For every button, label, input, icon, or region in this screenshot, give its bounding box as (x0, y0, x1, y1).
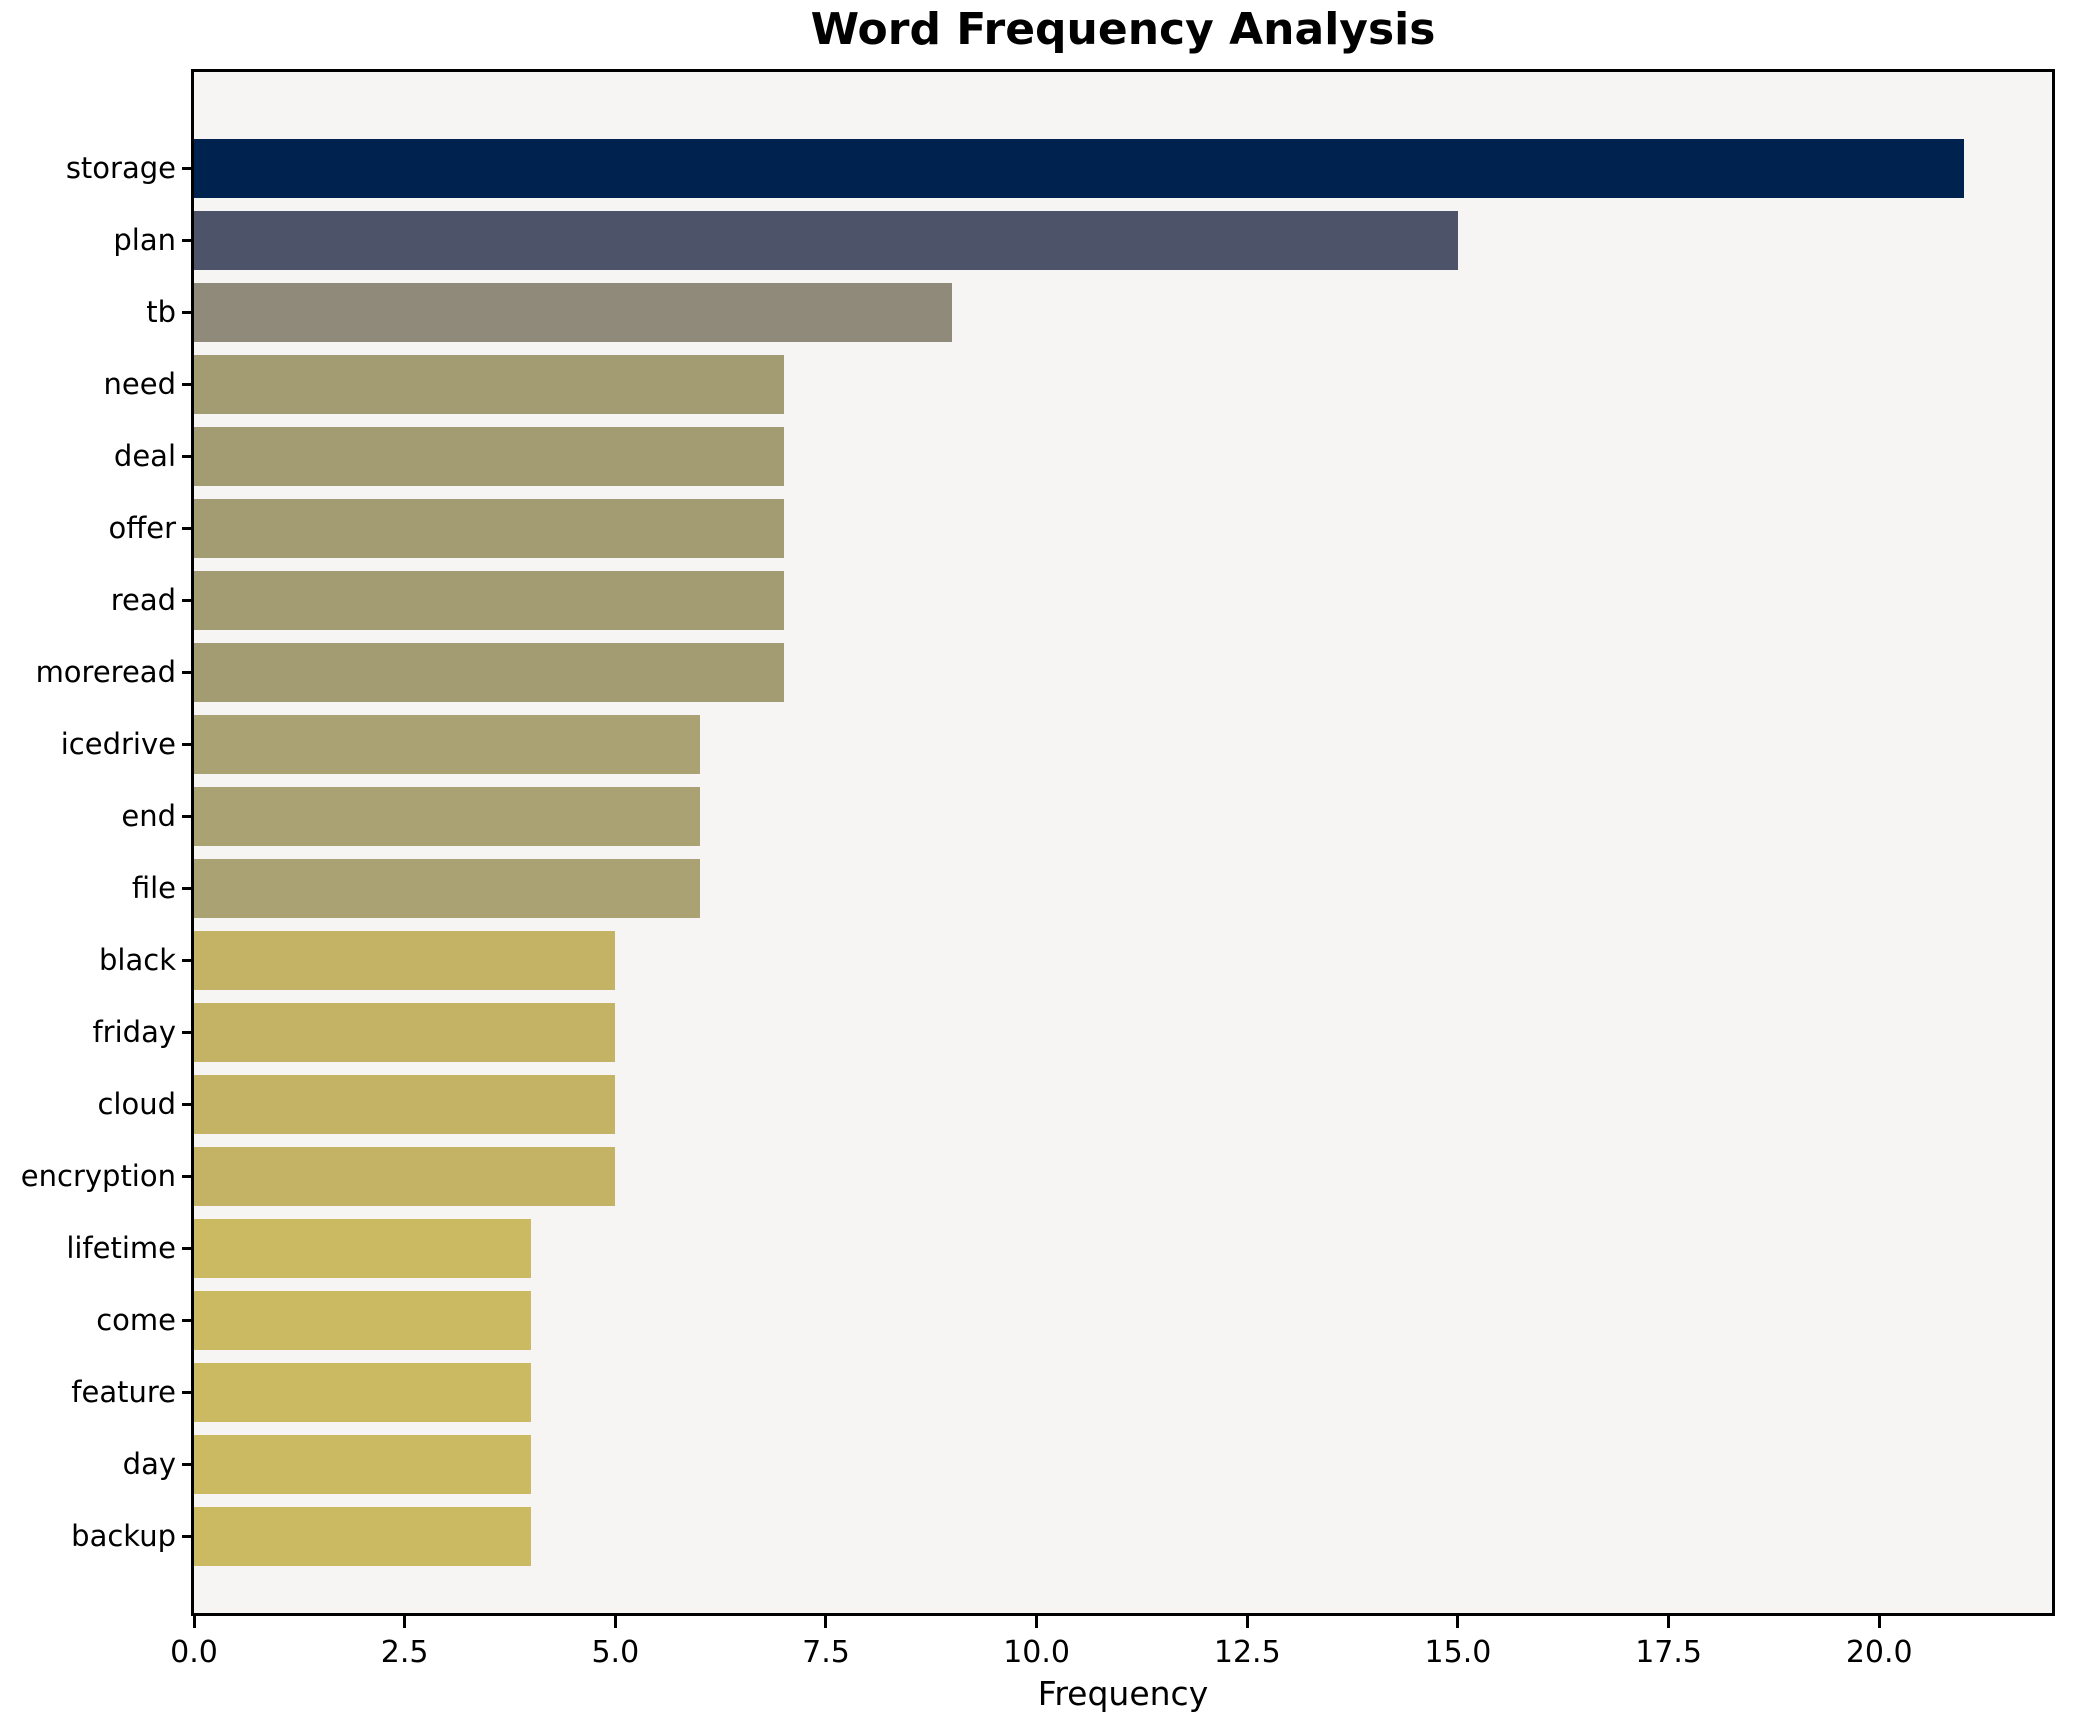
y-tick-mark (182, 1102, 194, 1106)
y-tick-label-plan: plan (113, 223, 176, 257)
bar-come (194, 1290, 532, 1350)
y-tick-mark (182, 958, 194, 962)
bar-deal (194, 426, 784, 486)
y-tick-label-encryption: encryption (20, 1159, 176, 1193)
bar-lifetime (194, 1218, 532, 1278)
y-tick-label-offer: offer (108, 511, 177, 545)
bar-feature (194, 1362, 532, 1422)
y-tick-label-icedrive: icedrive (60, 727, 176, 761)
x-tick-mark (1035, 1616, 1039, 1628)
x-tick-mark (613, 1616, 617, 1628)
y-tick-mark (182, 166, 194, 170)
y-tick-mark (182, 1534, 194, 1538)
y-tick-label-moreread: moreread (35, 655, 176, 689)
x-tick-label-17.5: 17.5 (1635, 1635, 1702, 1670)
y-tick-mark (182, 814, 194, 818)
bar-black (194, 930, 616, 990)
y-tick-mark (182, 1390, 194, 1394)
x-tick-label-10.0: 10.0 (1003, 1635, 1071, 1670)
y-tick-mark (182, 598, 194, 602)
y-tick-mark (182, 1462, 194, 1466)
y-tick-mark (182, 1030, 194, 1034)
x-tick-mark (192, 1616, 196, 1628)
y-tick-label-friday: friday (92, 1015, 176, 1049)
y-tick-mark (182, 1174, 194, 1178)
y-tick-label-come: come (96, 1303, 176, 1337)
x-tick-mark (1667, 1616, 1671, 1628)
x-tick-mark (403, 1616, 407, 1628)
y-tick-mark (182, 886, 194, 890)
y-tick-mark (182, 454, 194, 458)
bar-offer (194, 498, 784, 558)
bar-file (194, 858, 700, 918)
x-tick-label-20.0: 20.0 (1845, 1635, 1913, 1670)
y-tick-label-file: file (131, 871, 176, 905)
x-tick-label-5.0: 5.0 (591, 1635, 640, 1670)
bar-tb (194, 282, 953, 342)
x-tick-label-0.0: 0.0 (170, 1635, 218, 1670)
y-tick-label-backup: backup (71, 1519, 176, 1553)
bar-end (194, 786, 700, 846)
bar-encryption (194, 1146, 616, 1206)
bar-icedrive (194, 714, 700, 774)
y-tick-mark (182, 238, 194, 242)
bar-need (194, 354, 784, 414)
y-tick-label-deal: deal (113, 439, 176, 473)
x-tick-label-15.0: 15.0 (1424, 1635, 1492, 1670)
y-tick-mark (182, 670, 194, 674)
y-tick-label-need: need (103, 367, 176, 401)
bar-plan (194, 210, 1458, 270)
x-tick-label-7.5: 7.5 (802, 1635, 850, 1670)
x-tick-mark (1456, 1616, 1460, 1628)
y-tick-label-black: black (99, 943, 176, 977)
x-tick-label-12.5: 12.5 (1213, 1635, 1281, 1670)
bar-backup (194, 1506, 532, 1566)
x-tick-label-2.5: 2.5 (380, 1635, 429, 1670)
y-tick-label-end: end (121, 799, 176, 833)
y-tick-label-read: read (110, 583, 176, 617)
y-tick-mark (182, 310, 194, 314)
x-axis-label: Frequency (1037, 1674, 1209, 1713)
x-tick-mark (1877, 1616, 1881, 1628)
y-tick-mark (182, 1246, 194, 1250)
y-tick-label-cloud: cloud (97, 1087, 176, 1121)
bar-read (194, 570, 784, 630)
bar-storage (194, 138, 1964, 198)
y-tick-label-lifetime: lifetime (66, 1231, 176, 1265)
y-tick-label-storage: storage (65, 151, 176, 185)
bar-friday (194, 1002, 616, 1062)
x-tick-mark (824, 1616, 828, 1628)
chart-title: Word Frequency Analysis (810, 4, 1436, 55)
y-tick-mark (182, 742, 194, 746)
y-tick-label-day: day (122, 1447, 176, 1481)
y-tick-label-tb: tb (146, 295, 176, 329)
y-tick-mark (182, 526, 194, 530)
y-tick-label-feature: feature (71, 1375, 176, 1409)
bar-cloud (194, 1074, 616, 1134)
plot-area (191, 69, 2055, 1616)
bar-moreread (194, 642, 784, 702)
y-tick-mark (182, 382, 194, 386)
bar-day (194, 1434, 532, 1494)
x-tick-mark (1245, 1616, 1249, 1628)
y-tick-mark (182, 1318, 194, 1322)
